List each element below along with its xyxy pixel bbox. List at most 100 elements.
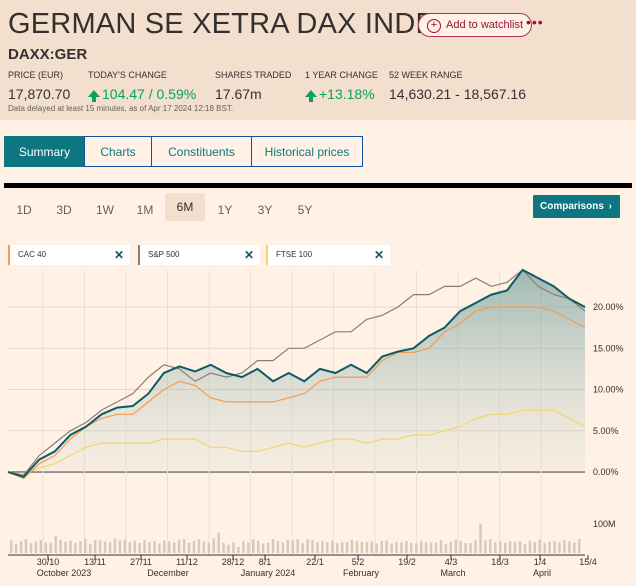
tab-constituents[interactable]: Constituents [151, 136, 252, 167]
range-3d[interactable]: 3D [56, 203, 72, 217]
range-1m[interactable]: 1M [136, 203, 154, 217]
series-line-ftse-100 [7, 409, 586, 476]
stat-label: TODAY'S CHANGE [88, 70, 167, 80]
y-tick-label: 5.00% [593, 426, 619, 436]
tab-summary[interactable]: Summary [4, 136, 85, 167]
volume-bar [148, 542, 151, 553]
range-1y[interactable]: 1Y [217, 203, 233, 217]
up-arrow-icon [305, 89, 317, 102]
x-tick-label: 22/1 [306, 557, 324, 567]
chip-label: FTSE 100 [276, 250, 313, 259]
x-tick-label: 30/10 [37, 557, 60, 567]
comparisons-label: Comparisons [540, 201, 604, 212]
volume-bar [69, 540, 72, 554]
plus-icon: + [427, 19, 441, 33]
volume-bar [548, 541, 551, 553]
volume-bar [252, 539, 255, 553]
volume-bar [163, 540, 166, 553]
volume-bar [410, 542, 413, 553]
volume-bar [34, 541, 38, 553]
x-tick-label: 18/3 [491, 557, 509, 567]
volume-bar [508, 541, 512, 553]
x-tick-label: 11/12 [176, 557, 198, 567]
volume-bar [118, 540, 122, 553]
volume-bar [296, 539, 299, 553]
volume-bar [168, 541, 171, 553]
volume-bar [538, 539, 541, 553]
volume-bar [355, 540, 359, 554]
more-options-icon[interactable]: ••• [526, 14, 544, 30]
volume-bar [444, 544, 448, 554]
volume-bar [306, 539, 309, 553]
ticker-symbol: DAXX:GER [8, 46, 88, 63]
volume-bar [365, 542, 369, 553]
volume-bar [484, 540, 487, 553]
volume-bar [64, 541, 67, 553]
volume-bar [390, 543, 393, 553]
x-month-label: April [533, 568, 551, 578]
tab-historical-prices[interactable]: Historical prices [251, 136, 363, 167]
y-tick-label: 15.00% [593, 343, 624, 353]
volume-bar [400, 542, 403, 553]
volume-bar [113, 538, 117, 553]
volume-bar [49, 542, 52, 553]
close-icon[interactable]: ✕ [243, 248, 254, 262]
range-1w[interactable]: 1W [96, 203, 114, 217]
volume-bar [499, 541, 502, 553]
volume-bar [360, 541, 364, 553]
volume-bar [54, 536, 57, 553]
stat-label: 1 YEAR CHANGE [305, 70, 378, 80]
comparison-chip-ftse100: FTSE 100 ✕ [266, 245, 390, 265]
volume-bar [469, 542, 472, 553]
volume-bar [345, 542, 349, 553]
add-to-watchlist-button[interactable]: + Add to watchlist [418, 13, 533, 37]
tab-charts[interactable]: Charts [84, 136, 152, 167]
volume-bar [568, 541, 571, 553]
x-month-label: January 2024 [241, 568, 296, 578]
range-3y[interactable]: 3Y [257, 203, 273, 217]
volume-bar [489, 539, 492, 553]
volume-bar [153, 541, 156, 553]
range-6m[interactable]: 6M [165, 193, 205, 221]
x-tick-label: 15/4 [579, 557, 597, 567]
volume-bar [158, 543, 161, 553]
volume-bar [395, 541, 398, 553]
stat-52-week-range: 52 WEEK RANGE 14,630.21 - 18,567.16 [389, 70, 526, 102]
volume-bar [370, 541, 373, 553]
volume-bar [222, 542, 225, 553]
volume-bar [271, 539, 275, 553]
comparison-chip-sp500: S&P 500 ✕ [138, 245, 260, 265]
volume-bar [454, 539, 457, 553]
chip-label: CAC 40 [18, 250, 47, 259]
volume-bar [10, 540, 13, 553]
volume-bar [504, 542, 507, 553]
stat-one-year-change: 1 YEAR CHANGE +13.18% [305, 70, 378, 102]
volume-bar [563, 540, 566, 553]
volume-bar [336, 543, 339, 553]
comparisons-button[interactable]: Comparisons › [533, 195, 620, 218]
stat-todays-change: TODAY'S CHANGE 104.47 / 0.59% [88, 70, 196, 102]
stat-label: 52 WEEK RANGE [389, 70, 463, 80]
volume-bar [405, 541, 408, 553]
volume-bar [573, 542, 576, 553]
range-1d[interactable]: 1D [16, 203, 32, 217]
header-panel: GERMAN SE XETRA DAX INDEX + Add to watchl… [0, 0, 636, 120]
range-5y[interactable]: 5Y [297, 203, 313, 217]
close-icon[interactable]: ✕ [373, 248, 384, 262]
volume-bar [123, 539, 126, 553]
x-tick-label: 4/3 [445, 557, 458, 567]
x-month-label: October 2023 [37, 568, 92, 578]
series-line-s-p-500 [7, 269, 586, 476]
volume-bar [276, 541, 280, 553]
close-icon[interactable]: ✕ [113, 248, 124, 262]
volume-bar [459, 541, 462, 553]
volume-bar [261, 543, 265, 553]
volume-bar [29, 543, 33, 553]
volume-bar [380, 541, 383, 553]
volume-bar [227, 544, 230, 553]
stat-value: 17,870.70 [8, 86, 71, 102]
x-month-label: February [343, 568, 380, 578]
stat-price: PRICE (EUR) 17,870.70 [8, 70, 70, 102]
volume-bar [415, 543, 418, 553]
